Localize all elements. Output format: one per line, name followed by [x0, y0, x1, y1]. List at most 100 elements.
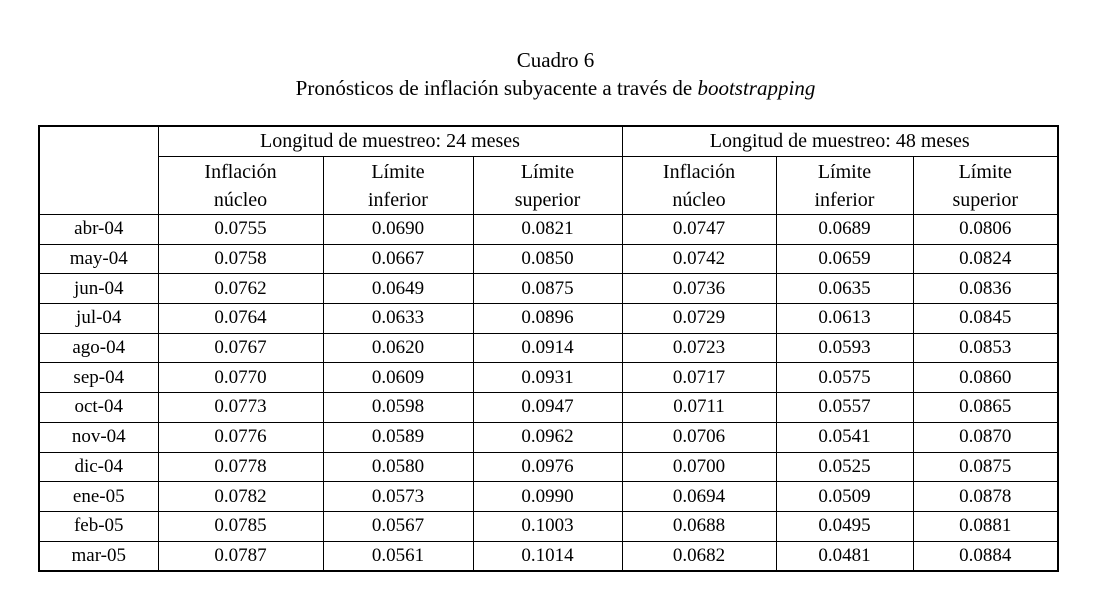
column-header-line: núcleo	[672, 188, 726, 211]
column-header-line: Inflación	[662, 160, 736, 183]
column-header-line: Límite	[520, 160, 575, 183]
table-caption-number: Cuadro 6	[516, 48, 595, 72]
column-header-line: superior	[952, 188, 1019, 211]
value-cell: 0.0706	[621, 421, 777, 453]
value-cell: 0.0717	[621, 362, 777, 394]
table-row: mar-05 0.0787 0.0561 0.1014 0.0682 0.0481 0.08…	[38, 540, 1059, 572]
value-cell: 0.0755	[157, 214, 324, 245]
month-cell: ene-05	[38, 481, 159, 512]
value-cell: 0.0773	[157, 392, 324, 423]
value-cell: 0.0589	[322, 421, 474, 453]
value-cell: 0.0688	[621, 510, 777, 542]
value-cell: 0.0742	[621, 243, 777, 275]
value-cell: 0.0509	[775, 481, 914, 512]
value-cell: 0.0785	[157, 510, 324, 542]
value-cell: 0.0593	[775, 332, 914, 364]
value-cell: 0.0575	[775, 362, 914, 394]
value-cell: 0.0561	[322, 540, 474, 572]
value-cell: 0.0694	[621, 481, 777, 512]
value-cell: 0.0770	[157, 362, 324, 394]
table-body: abr-04 0.0755 0.0690 0.0821 0.0747 0.0689 0.08…	[38, 214, 1059, 572]
value-cell: 0.1014	[472, 540, 623, 572]
value-cell: 0.0878	[912, 481, 1059, 512]
value-cell: 0.0976	[472, 451, 623, 483]
value-cell: 0.0776	[157, 421, 324, 453]
group-header-24-meses: Longitud de muestreo: 24 meses	[157, 125, 623, 157]
value-cell: 0.0764	[157, 303, 324, 334]
value-cell: 0.0881	[912, 510, 1059, 542]
table-row: nov-04 0.0776 0.0589 0.0962 0.0706 0.0541 0.08…	[38, 421, 1059, 453]
value-cell: 0.0931	[472, 362, 623, 394]
month-cell: oct-04	[38, 392, 159, 423]
column-header-row: Inflación núcleo Límite inferior Límite …	[39, 156, 1059, 215]
value-cell: 0.0896	[472, 303, 623, 334]
value-cell: 0.0609	[322, 362, 474, 394]
table-row: jul-04 0.0764 0.0633 0.0896 0.0729 0.0613 0.08…	[38, 303, 1059, 334]
forecast-table: Longitud de muestreo: 24 meses Longitud …	[38, 125, 1059, 573]
value-cell: 0.0495	[775, 510, 914, 542]
value-cell: 0.0821	[472, 214, 623, 245]
column-header-inflacion-nucleo-24: Inflación núcleo	[157, 156, 324, 215]
value-cell: 0.0836	[912, 273, 1059, 305]
value-cell: 0.0557	[775, 392, 914, 423]
value-cell: 0.0782	[157, 481, 324, 512]
month-cell: may-04	[38, 243, 159, 275]
value-cell: 0.0767	[157, 332, 324, 364]
value-cell: 0.0481	[775, 540, 914, 572]
table-row: oct-04 0.0773 0.0598 0.0947 0.0711 0.0557 0.08…	[38, 392, 1059, 423]
table-row: ene-05 0.0782 0.0573 0.0990 0.0694 0.0509 0.08…	[38, 481, 1059, 512]
value-cell: 0.0567	[322, 510, 474, 542]
value-cell: 0.0947	[472, 392, 623, 423]
value-cell: 0.0598	[322, 392, 474, 423]
value-cell: 0.0865	[912, 392, 1059, 423]
value-cell: 0.0747	[621, 214, 777, 245]
value-cell: 0.0613	[775, 303, 914, 334]
column-header-line: Límite	[371, 160, 425, 183]
value-cell: 0.0860	[912, 362, 1059, 394]
value-cell: 0.0853	[912, 332, 1059, 364]
group-header-48-meses: Longitud de muestreo: 48 meses	[621, 125, 1059, 157]
table-caption-title-text: Pronósticos de inflación subyacente a tr…	[295, 76, 698, 100]
value-cell: 0.0525	[775, 451, 914, 483]
table-row: feb-05 0.0785 0.0567 0.1003 0.0688 0.0495 0.08…	[38, 510, 1059, 542]
table-caption-title: Pronósticos de inflación subyacente a tr…	[0, 74, 1111, 102]
column-header-line: Límite	[958, 160, 1012, 183]
table-row: dic-04 0.0778 0.0580 0.0976 0.0700 0.0525 0.08…	[38, 451, 1059, 483]
value-cell: 0.0914	[472, 332, 623, 364]
value-cell: 0.0875	[912, 451, 1059, 483]
value-cell: 0.0850	[472, 243, 623, 275]
value-cell: 0.0875	[472, 273, 623, 305]
value-cell: 0.0806	[912, 214, 1059, 245]
month-cell: ago-04	[38, 332, 159, 364]
month-cell: feb-05	[38, 510, 159, 542]
column-header-line: inferior	[368, 188, 428, 211]
column-header-line: superior	[514, 188, 581, 211]
table-row: sep-04 0.0770 0.0609 0.0931 0.0717 0.0575 0.08…	[38, 362, 1059, 394]
table-row: ago-04 0.0767 0.0620 0.0914 0.0723 0.0593 0.08…	[38, 332, 1059, 364]
value-cell: 0.0723	[621, 332, 777, 364]
value-cell: 0.0689	[775, 214, 914, 245]
month-cell: jun-04	[38, 273, 159, 305]
value-cell: 0.1003	[472, 510, 623, 542]
month-cell: jul-04	[38, 303, 159, 334]
document-page: Cuadro 6 Pronósticos de inflación subyac…	[0, 48, 1111, 573]
table-row: may-04 0.0758 0.0667 0.0850 0.0742 0.0659 0.08…	[38, 243, 1059, 275]
value-cell: 0.0845	[912, 303, 1059, 334]
value-cell: 0.0787	[157, 540, 324, 572]
column-header-line: núcleo	[213, 188, 268, 211]
value-cell: 0.0778	[157, 451, 324, 483]
value-cell: 0.0870	[912, 421, 1059, 453]
column-header-line: Inflación	[204, 160, 277, 183]
column-header-line: inferior	[814, 188, 875, 211]
column-header-limite-superior-24: Límite superior	[472, 156, 623, 215]
value-cell: 0.0667	[322, 243, 474, 275]
month-cell: sep-04	[38, 362, 159, 394]
column-header-line: Límite	[817, 160, 872, 183]
value-cell: 0.0990	[472, 481, 623, 512]
value-cell: 0.0580	[322, 451, 474, 483]
month-cell: mar-05	[38, 540, 159, 572]
value-cell: 0.0736	[621, 273, 777, 305]
value-cell: 0.0633	[322, 303, 474, 334]
table-row: jun-04 0.0762 0.0649 0.0875 0.0736 0.0635 0.08…	[38, 273, 1059, 305]
value-cell: 0.0884	[912, 540, 1059, 572]
